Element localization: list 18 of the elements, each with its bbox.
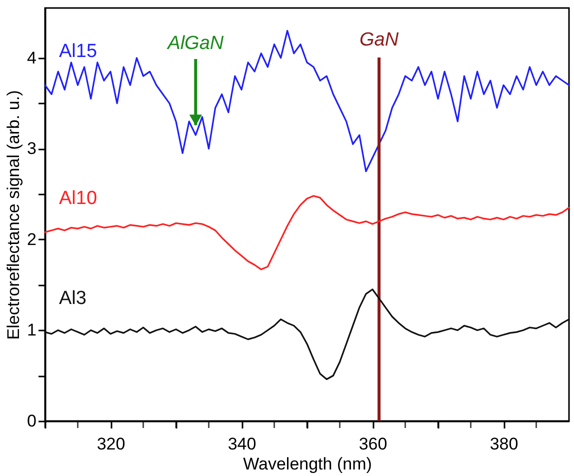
line-series — [44, 30, 570, 172]
x-axis-title: Wavelength (nm) — [243, 454, 372, 474]
y-tick-label: 4 — [27, 48, 36, 68]
annotation: AlGaN — [166, 33, 224, 54]
series-label: Al15 — [59, 41, 98, 62]
x-tick-label: 380 — [490, 434, 518, 454]
y-tick-label: 1 — [27, 320, 36, 340]
x-tick-label: 340 — [228, 434, 256, 454]
y-tick-label: 3 — [27, 139, 36, 158]
y-tick-label: 0 — [27, 412, 36, 430]
ref-line-label: GaN — [360, 30, 399, 51]
y-axis-title: Electroreflectance signal (arb. u.) — [4, 90, 24, 340]
x-tick-label: 360 — [358, 434, 388, 454]
series-label: Al3 — [59, 288, 86, 310]
x-tick-label: 320 — [96, 434, 126, 454]
y-tick-label: 2 — [27, 230, 36, 249]
series-label: Al10 — [59, 188, 98, 210]
line-series — [44, 288, 570, 380]
